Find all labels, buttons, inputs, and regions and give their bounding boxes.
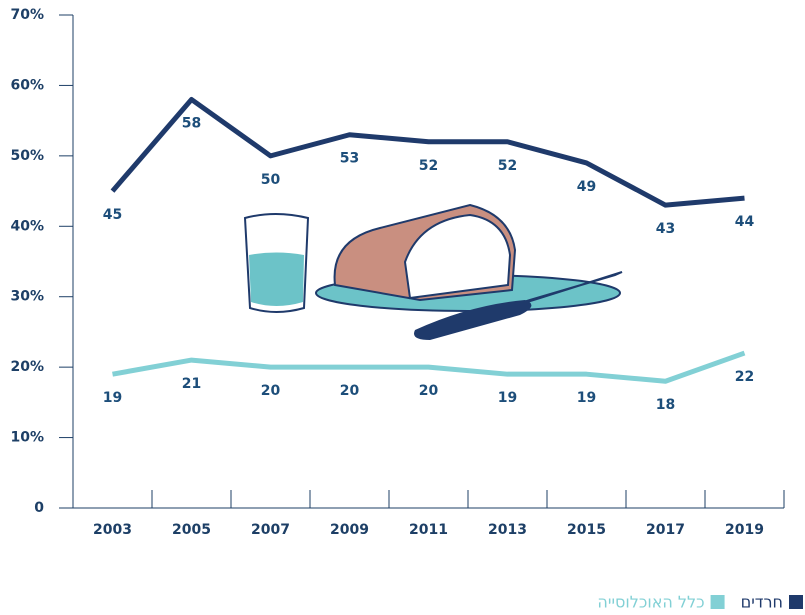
data-label: 45 xyxy=(103,207,122,223)
data-label: 19 xyxy=(103,390,122,406)
x-tick-label: 2019 xyxy=(725,522,764,538)
series-line xyxy=(110,97,745,208)
data-label: 52 xyxy=(419,158,438,174)
data-label: 19 xyxy=(498,390,517,406)
data-label: 44 xyxy=(735,214,755,230)
data-label: 53 xyxy=(340,151,359,167)
legend-swatch xyxy=(789,595,803,609)
x-tick-label: 2007 xyxy=(251,522,290,538)
x-tick-label: 2003 xyxy=(93,522,132,538)
data-label: 20 xyxy=(419,383,439,399)
x-tick-label: 2017 xyxy=(646,522,685,538)
data-label: 21 xyxy=(182,376,201,392)
data-label: 43 xyxy=(656,221,675,237)
illustration xyxy=(243,203,623,340)
data-label: 50 xyxy=(261,172,281,188)
x-tick-label: 2011 xyxy=(409,522,448,538)
data-label: 20 xyxy=(340,383,360,399)
y-tick-label: 30% xyxy=(10,289,44,305)
data-label: 52 xyxy=(498,158,517,174)
y-tick-label: 40% xyxy=(10,218,44,234)
x-tick-label: 2009 xyxy=(330,522,369,538)
y-tick-label: 0 xyxy=(34,500,44,516)
legend-swatch xyxy=(710,595,725,609)
x-tick-label: 2013 xyxy=(488,522,527,538)
data-label: 20 xyxy=(261,383,281,399)
y-tick-label: 10% xyxy=(10,430,44,446)
y-tick-label: 50% xyxy=(10,148,44,164)
series-line xyxy=(112,350,746,384)
legend-label: כלל האוכלוסייה xyxy=(597,593,704,612)
data-label: 19 xyxy=(577,390,596,406)
data-label: 22 xyxy=(735,369,754,385)
y-tick-label: 20% xyxy=(10,359,44,375)
legend-label: חרדים xyxy=(741,593,783,612)
y-tick-label: 60% xyxy=(10,77,44,93)
x-tick-label: 2005 xyxy=(172,522,211,538)
y-tick-label: 70% xyxy=(10,7,44,23)
data-label: 49 xyxy=(577,179,596,195)
x-tick-label: 2015 xyxy=(567,522,606,538)
data-label: 18 xyxy=(656,397,675,413)
data-label: 58 xyxy=(182,116,201,132)
